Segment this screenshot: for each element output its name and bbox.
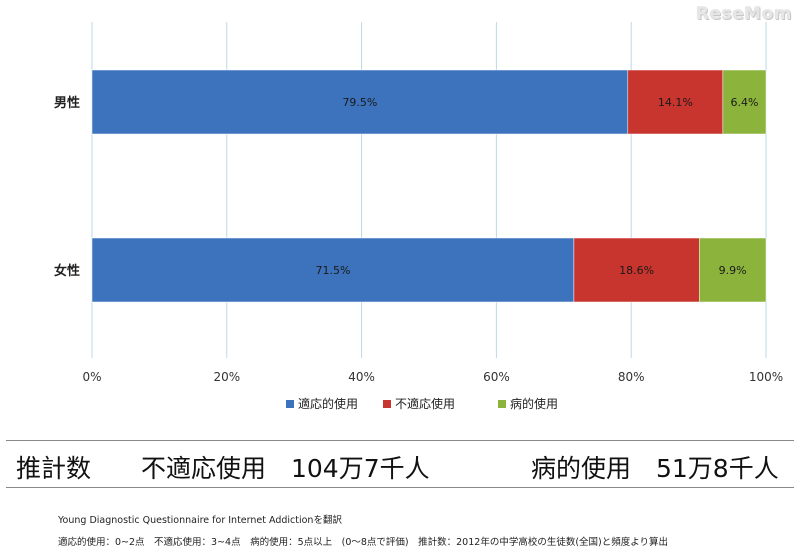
data-label: 18.6% xyxy=(619,264,654,277)
x-tick-label: 60% xyxy=(483,370,510,384)
bar-segment xyxy=(91,237,575,303)
data-label: 9.9% xyxy=(719,264,747,277)
legend-label: 不適応使用 xyxy=(395,396,455,411)
bar-segment xyxy=(699,237,767,303)
resemom-logo: ReseMom xyxy=(695,4,792,24)
estimate-pathological: 病的使用 51万8千人 xyxy=(531,454,779,483)
scoring-note: 適応的使用：0~2点 不適応使用：3~4点 病的使用：5点以上 (0～8点で評価… xyxy=(58,537,669,548)
bar-segment xyxy=(722,69,767,135)
bar-segment xyxy=(573,237,700,303)
bar-segment xyxy=(91,69,629,135)
data-label: 14.1% xyxy=(658,96,693,109)
category-label: 女性 xyxy=(54,263,80,279)
legend-swatch xyxy=(498,400,506,408)
stacked-bar-chart: 0% 20% 40% 60% 80% 100% 男性 79.5% 14.1% 6.4% 女性 71.5… xyxy=(54,22,783,411)
category-label: 男性 xyxy=(54,95,80,111)
legend-swatch xyxy=(383,400,391,408)
legend-swatch xyxy=(286,400,294,408)
x-tick-label: 40% xyxy=(348,370,375,384)
x-tick-label: 80% xyxy=(618,370,645,384)
estimate-maladaptive: 不適応使用 104万7千人 xyxy=(141,454,430,483)
x-tick-label: 100% xyxy=(749,370,783,384)
x-tick-label: 0% xyxy=(82,370,101,384)
estimate-summary: 推計数 不適応使用 104万7千人 病的使用 51万8千人 xyxy=(6,440,794,488)
legend-label: 適応的使用 xyxy=(298,396,358,411)
data-label: 6.4% xyxy=(730,96,758,109)
source-note: Young Diagnostic Questionnaire for Inter… xyxy=(58,515,342,526)
estimate-label: 推計数 xyxy=(16,454,92,483)
legend-label: 病的使用 xyxy=(510,396,558,411)
data-label: 71.5% xyxy=(315,264,350,277)
x-tick-label: 20% xyxy=(213,370,240,384)
data-label: 79.5% xyxy=(342,96,377,109)
